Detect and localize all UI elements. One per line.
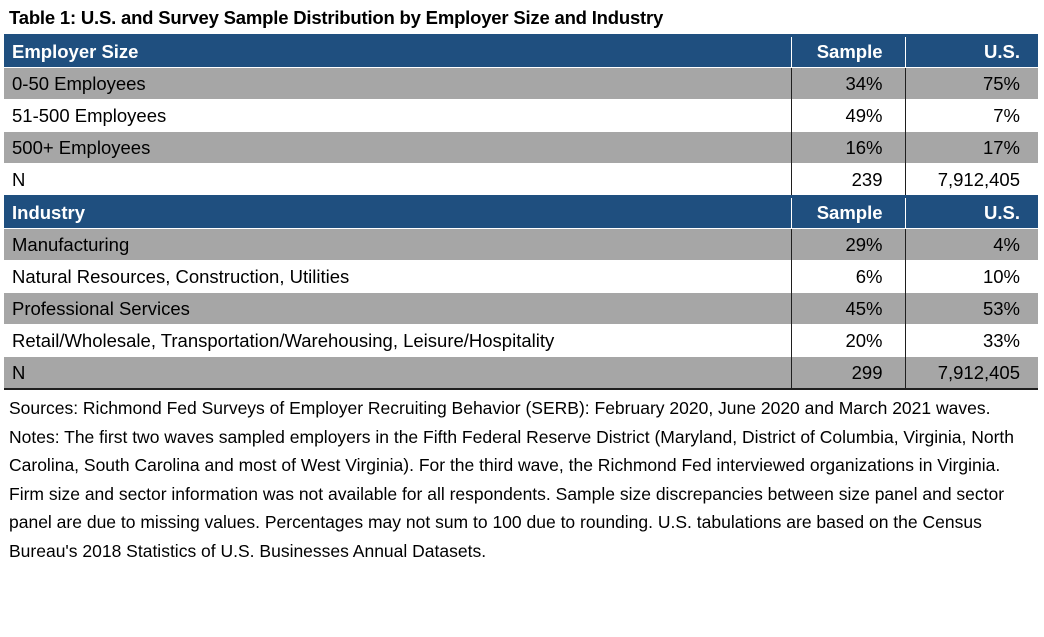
table-row-total: N 299 7,912,405 — [4, 356, 1038, 390]
row-us: 7,912,405 — [904, 163, 1038, 197]
row-us: 33% — [904, 324, 1038, 357]
row-sample: 6% — [790, 260, 905, 293]
table-title: Table 1: U.S. and Survey Sample Distribu… — [9, 7, 664, 28]
notes-text: Notes: The first two waves sampled emplo… — [9, 426, 1014, 561]
table-row: Natural Resources, Construction, Utiliti… — [4, 260, 1038, 293]
table-row: Manufacturing 29% 4% — [4, 228, 1038, 261]
header-sample: Sample — [790, 195, 905, 229]
row-us: 4% — [904, 228, 1038, 261]
row-label: N — [4, 163, 791, 197]
row-us: 17% — [904, 131, 1038, 164]
row-sample: 34% — [790, 67, 905, 100]
sources-note: Sources: Richmond Fed Surveys of Employe… — [9, 398, 991, 418]
row-sample: 49% — [790, 99, 905, 132]
row-label: 0-50 Employees — [4, 67, 791, 100]
table-row-total: N 239 7,912,405 — [4, 163, 1038, 197]
row-us: 7% — [904, 99, 1038, 132]
row-sample: 20% — [790, 324, 905, 357]
row-us: 7,912,405 — [904, 356, 1038, 390]
distribution-table: Employer Size Sample U.S. 0-50 Employees… — [4, 34, 1038, 390]
header-us: U.S. — [904, 195, 1038, 229]
table-row: Retail/Wholesale, Transportation/Warehou… — [4, 324, 1038, 357]
row-sample: 45% — [790, 292, 905, 325]
row-label: Manufacturing — [4, 228, 791, 261]
header-label: Industry — [4, 195, 791, 229]
row-label: Retail/Wholesale, Transportation/Warehou… — [4, 324, 791, 357]
row-us: 53% — [904, 292, 1038, 325]
row-sample: 239 — [790, 163, 905, 197]
header-us: U.S. — [904, 34, 1038, 68]
section-header-industry: Industry Sample U.S. — [4, 195, 1038, 229]
row-label: 500+ Employees — [4, 131, 791, 164]
row-sample: 16% — [790, 131, 905, 164]
section-header-employer-size: Employer Size Sample U.S. — [4, 34, 1038, 68]
row-label: N — [4, 356, 791, 390]
row-us: 75% — [904, 67, 1038, 100]
row-sample: 299 — [790, 356, 905, 390]
row-sample: 29% — [790, 228, 905, 261]
row-label: Natural Resources, Construction, Utiliti… — [4, 260, 791, 293]
row-label: Professional Services — [4, 292, 791, 325]
row-us: 10% — [904, 260, 1038, 293]
header-label: Employer Size — [4, 34, 791, 68]
header-sample: Sample — [790, 34, 905, 68]
table-row: Professional Services 45% 53% — [4, 292, 1038, 325]
row-label: 51-500 Employees — [4, 99, 791, 132]
table-row: 0-50 Employees 34% 75% — [4, 67, 1038, 100]
table-footnotes: Sources: Richmond Fed Surveys of Employe… — [4, 394, 1039, 565]
table-row: 500+ Employees 16% 17% — [4, 131, 1038, 164]
table-row: 51-500 Employees 49% 7% — [4, 99, 1038, 132]
